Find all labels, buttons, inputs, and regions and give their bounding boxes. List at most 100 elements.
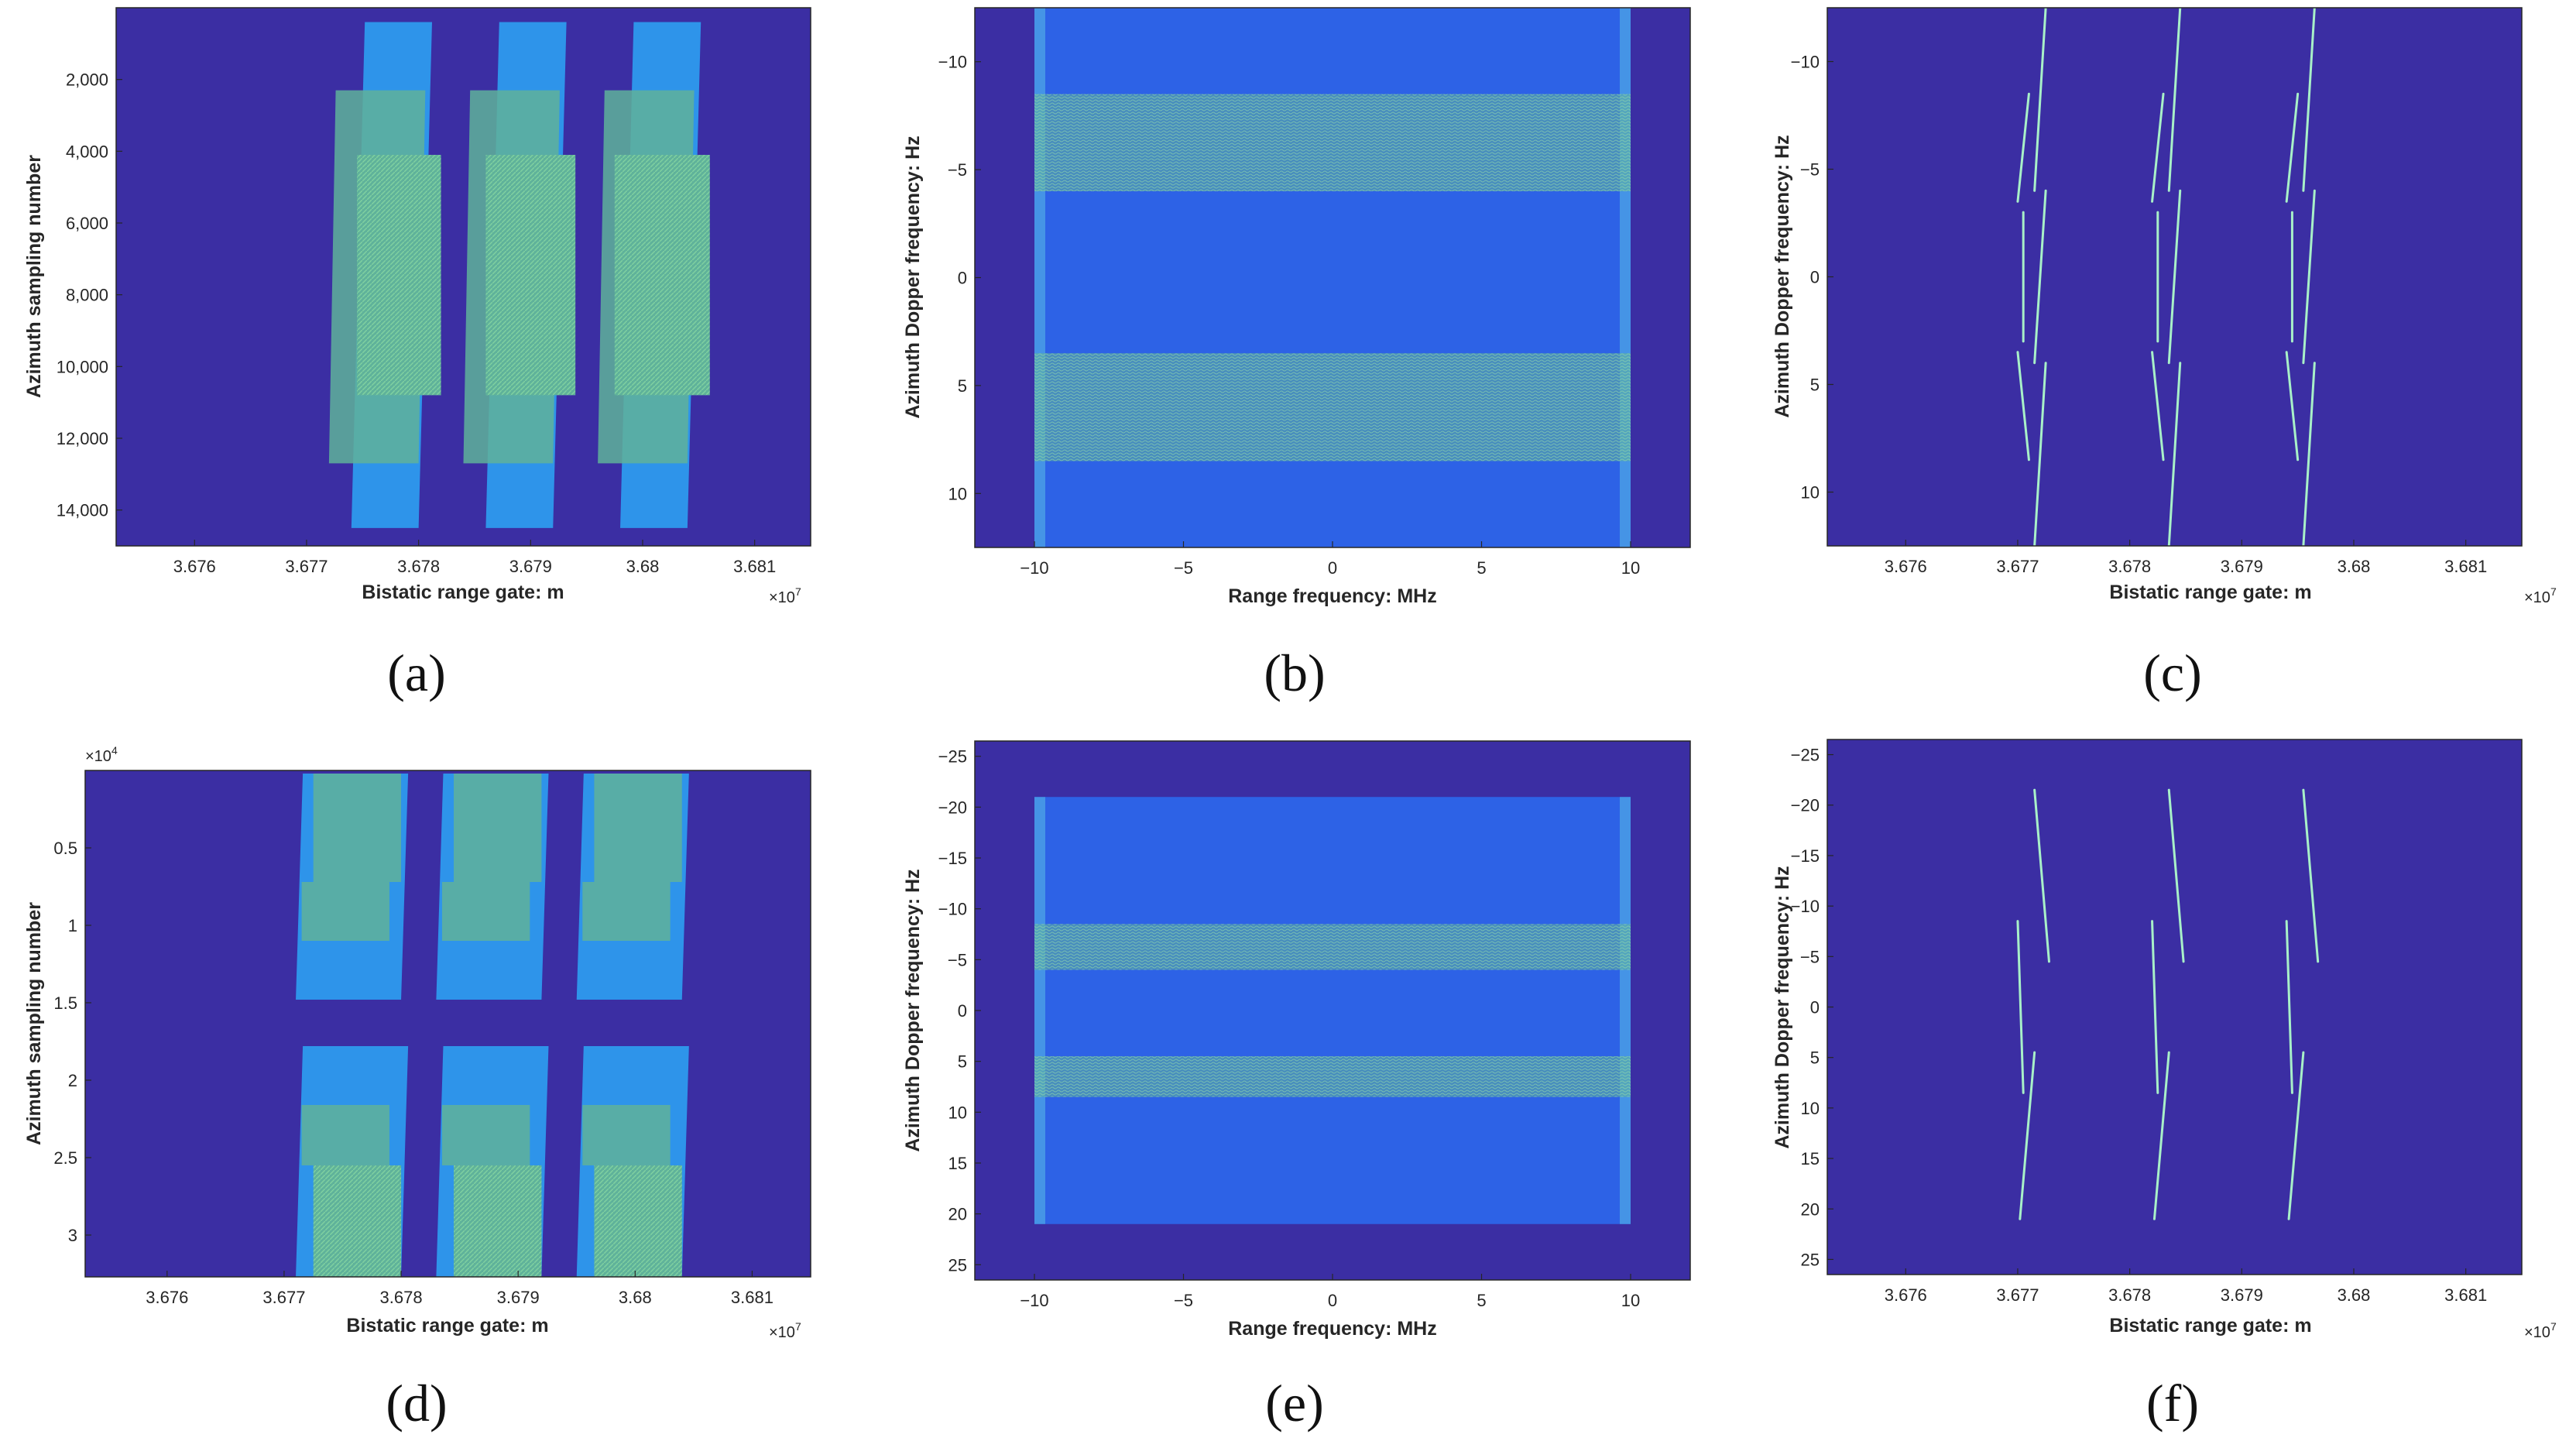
chart-c-target-2-streak-4 — [2167, 8, 2182, 192]
panel-c: 3.676 3.677 3.678 3.679 3.68 3.681 −10 −5 0 5 10 … — [1717, 0, 2576, 724]
chart-c-target-3-streak-4 — [2302, 8, 2316, 192]
chart-c-ytick-label: 10 — [1801, 483, 1820, 503]
chart-e-ytick-label: 15 — [948, 1154, 967, 1173]
chart-c-target-3-streak-3 — [2285, 351, 2300, 462]
chart-b-ytick-label: −5 — [948, 160, 967, 180]
chart-f-ytick-label: 0 — [1810, 998, 1820, 1017]
chart-d-ylabel: Azimuth sampling number — [23, 902, 45, 1145]
chart-f-xtick-label: 3.677 — [1996, 1285, 2039, 1305]
chart-d-marks — [296, 774, 689, 1277]
chart-c-ylabel: Azimuth Dopper frequency: Hz — [1772, 135, 1793, 417]
chart-d-target-1-layer-3 — [313, 774, 402, 882]
chart-c-target-2-streak-3 — [2151, 351, 2165, 462]
chart-d-target-1-layer-4 — [301, 882, 389, 941]
chart-a-xtick-label: 3.681 — [733, 557, 776, 576]
chart-d-xtick-label: 3.676 — [146, 1288, 188, 1307]
chart-c-target-3-streak-1 — [2285, 92, 2300, 203]
chart-d-xtick-label: 3.68 — [619, 1288, 652, 1307]
chart-e-ytick-label: 20 — [948, 1205, 967, 1224]
chart-a-xtick-label: 3.679 — [509, 557, 552, 576]
chart-d-xtick-label: 3.677 — [262, 1288, 305, 1307]
chart-f-xtick-label: 3.679 — [2221, 1285, 2263, 1305]
chart-e-ytick-label: 25 — [948, 1255, 967, 1275]
chart-f-xtick-label: 3.676 — [1885, 1285, 1927, 1305]
chart-c-target-2-streak-1 — [2151, 92, 2165, 203]
chart-e-ytick-label: −15 — [938, 849, 967, 868]
chart-d-y-exponent: ×104 — [85, 744, 118, 765]
chart-a-xlabel: Bistatic range gate: m — [362, 582, 564, 603]
chart-b-band-2 — [1034, 353, 1631, 462]
chart-f-marks — [2016, 788, 2320, 1220]
chart-e-ytick-label: 0 — [958, 1001, 967, 1021]
chart-c-target-1-streak-3 — [2016, 351, 2030, 462]
chart-d-target-1-layer-6 — [313, 1165, 402, 1277]
chart-b-ylabel: Azimuth Dopper frequency: Hz — [902, 136, 924, 418]
chart-c-target-1-streak-6 — [2033, 189, 2047, 365]
chart-e-ytick-label: −25 — [938, 747, 967, 767]
chart-b-marks — [1034, 8, 1631, 547]
chart-e-xlabel: Range frequency: MHz — [1228, 1318, 1436, 1340]
chart-d: 3.676 3.677 3.678 3.679 3.68 3.681 0.5 1 1.5 2 2.… — [23, 744, 811, 1341]
chart-c-target-1-streak-4 — [2033, 8, 2047, 192]
chart-f-xtick-label: 3.68 — [2338, 1285, 2371, 1305]
chart-a-xtick-label: 3.678 — [397, 557, 440, 576]
chart-d-xtick-label: 3.678 — [380, 1288, 423, 1307]
chart-d-frame — [84, 770, 811, 1278]
chart-d-ytick-label: 0.5 — [53, 839, 77, 858]
chart-c-xtick-label: 3.678 — [2108, 557, 2151, 576]
chart-f-ytick-label: −5 — [1800, 947, 1820, 966]
chart-d-ytick-label: 1 — [68, 916, 77, 935]
chart-c-yticks: −10 −5 0 5 10 — [1791, 53, 1833, 503]
panel-d: 3.676 3.677 3.678 3.679 3.68 3.681 0.5 1 1.5 2 2.… — [0, 724, 859, 1448]
chart-b-band-1 — [1034, 94, 1631, 191]
chart-c-xticks: 3.676 3.677 3.678 3.679 3.68 3.681 — [1885, 540, 2487, 576]
caption-f: (f) — [2146, 1374, 2199, 1433]
caption-c: (c) — [2143, 643, 2202, 702]
chart-b-xticks: −10 −5 0 5 10 — [1020, 541, 1640, 578]
chart-c-target-3-streak-5 — [2302, 362, 2316, 546]
chart-a-marks — [328, 22, 710, 528]
chart-d-ytick-label: 3 — [68, 1226, 77, 1245]
chart-c-x-exponent: ×107 — [2524, 585, 2557, 606]
chart-f-xlabel: Bistatic range gate: m — [2109, 1315, 2311, 1336]
caption-a: (a) — [387, 643, 446, 702]
chart-e-ytick-label: 5 — [958, 1052, 967, 1072]
chart-c-xtick-label: 3.679 — [2221, 557, 2263, 576]
chart-f-target-2-streak-2 — [2152, 1051, 2170, 1220]
chart-f-x-exponent: ×107 — [2524, 1320, 2557, 1341]
chart-f-ytick-label: −10 — [1791, 897, 1820, 916]
chart-f-xtick-label: 3.681 — [2444, 1285, 2487, 1305]
chart-a-ytick-label: 14,000 — [57, 501, 108, 520]
chart-f-target-3-streak-1 — [2302, 788, 2320, 963]
panel-b: −10 −5 0 5 10 −10 −5 0 5 10 Range frequency: MHz… — [859, 0, 1717, 724]
chart-a-ytick-label: 4,000 — [66, 142, 108, 161]
chart-e: −10 −5 0 5 10 −25 −20 −15 −10 −5 0 5 10 15 20 25 Range… — [902, 740, 1691, 1340]
chart-c-ytick-label: −10 — [1791, 53, 1820, 72]
chart-d-target-3-layer-5 — [582, 1105, 671, 1165]
chart-d-target-2-layer-3 — [454, 774, 542, 882]
chart-f-target-3-streak-2 — [2287, 1051, 2305, 1220]
chart-f-target-1-streak-2 — [2019, 1051, 2036, 1220]
chart-d-xticks: 3.676 3.677 3.678 3.679 3.68 3.681 — [146, 1271, 773, 1307]
chart-f-ytick-label: −25 — [1791, 746, 1820, 765]
chart-f-ytick-label: 20 — [1801, 1199, 1820, 1219]
panel-e: −10 −5 0 5 10 −25 −20 −15 −10 −5 0 5 10 15 20 25 Range… — [859, 724, 1717, 1448]
chart-b: −10 −5 0 5 10 −10 −5 0 5 10 Range frequency: MHz… — [902, 7, 1691, 607]
chart-d-target-3-layer-6 — [594, 1165, 682, 1277]
chart-c-ytick-label: 5 — [1810, 376, 1820, 395]
caption-b: (b) — [1264, 643, 1326, 702]
chart-f-xtick-label: 3.678 — [2108, 1285, 2151, 1305]
chart-a-xtick-label: 3.68 — [626, 557, 660, 576]
chart-f-target-2-streak-3 — [2151, 920, 2159, 1094]
chart-a-target-3-layer-3 — [614, 154, 710, 396]
chart-d-target-2-layer-4 — [441, 882, 530, 941]
chart-b-xlabel: Range frequency: MHz — [1228, 585, 1436, 607]
chart-a-ytick-label: 10,000 — [57, 357, 108, 376]
chart-c-target-2-streak-5 — [2167, 362, 2182, 546]
chart-b-spectrum-edge-2 — [1620, 8, 1631, 547]
chart-c: 3.676 3.677 3.678 3.679 3.68 3.681 −10−50510 … — [1772, 7, 2557, 606]
chart-f-ylabel: Azimuth Dopper frequency: Hz — [1772, 866, 1793, 1148]
chart-f-target-1-streak-1 — [2033, 788, 2050, 963]
chart-e-ytick-label: −5 — [948, 950, 967, 969]
chart-f-ytick-label: −15 — [1791, 846, 1820, 866]
